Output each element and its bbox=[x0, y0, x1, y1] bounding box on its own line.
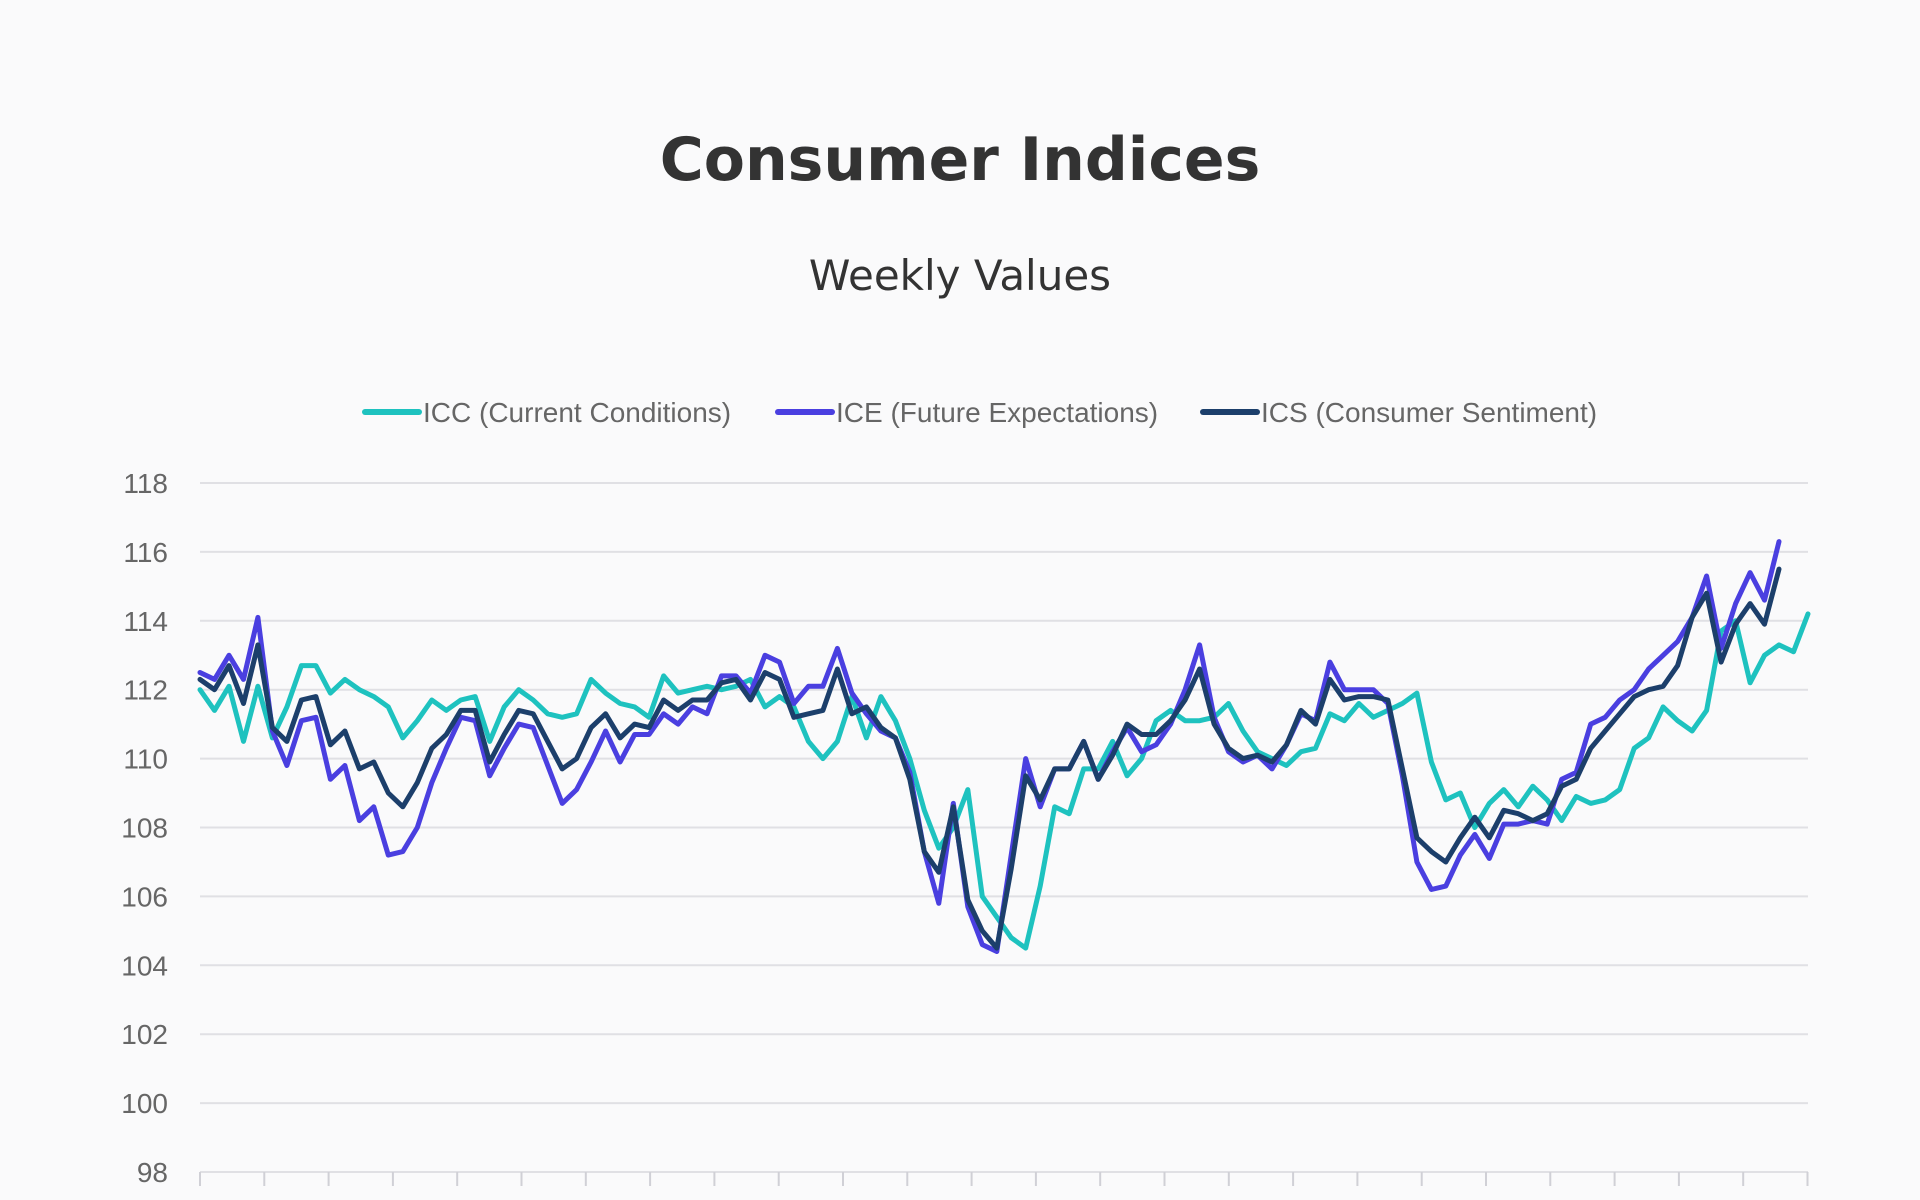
y-tick-label: 104 bbox=[121, 950, 168, 981]
plot-area bbox=[197, 539, 1811, 954]
legend-label-0: ICC (Current Conditions) bbox=[423, 397, 731, 428]
y-tick-label: 106 bbox=[121, 881, 168, 912]
legend: ICC (Current Conditions) ICE (Future Expe… bbox=[362, 397, 1597, 428]
y-tick-label: 110 bbox=[123, 744, 168, 775]
y-tick-label: 108 bbox=[121, 813, 168, 844]
series-line-2 bbox=[197, 566, 1782, 951]
chart-title: Consumer Indices bbox=[660, 125, 1261, 195]
y-tick-label: 102 bbox=[121, 1019, 168, 1050]
x-axis bbox=[199, 1172, 1809, 1186]
y-tick-label: 100 bbox=[121, 1088, 168, 1119]
gridlines bbox=[200, 482, 1808, 1173]
legend-label-2: ICS (Consumer Sentiment) bbox=[1261, 397, 1597, 428]
y-tick-label: 118 bbox=[123, 468, 168, 499]
legend-label-1: ICE (Future Expectations) bbox=[836, 397, 1158, 428]
y-tick-label: 98 bbox=[137, 1157, 168, 1188]
series-line-1 bbox=[197, 539, 1782, 954]
chart-subtitle: Weekly Values bbox=[809, 251, 1111, 300]
y-tick-label: 116 bbox=[123, 537, 168, 568]
y-axis: 98 100 102 104 106 108 110 112 114 116 118 bbox=[121, 468, 168, 1188]
y-tick-label: 112 bbox=[123, 675, 168, 706]
series-line-0 bbox=[197, 611, 1811, 951]
y-tick-label: 114 bbox=[123, 606, 168, 637]
